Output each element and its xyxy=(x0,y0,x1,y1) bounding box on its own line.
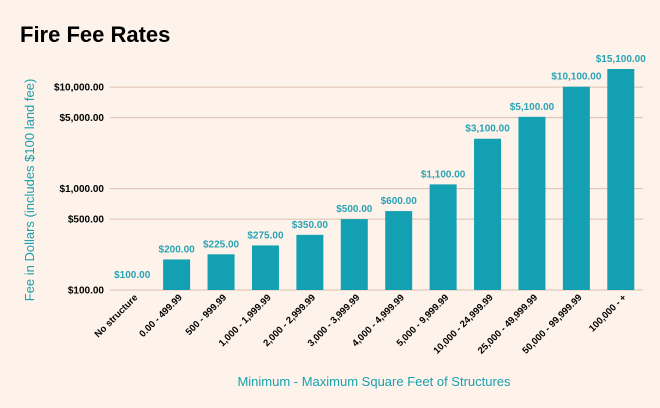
data-label-0: $100.00 xyxy=(114,270,151,281)
data-label-2: $225.00 xyxy=(203,239,240,250)
data-label-4: $350.00 xyxy=(292,220,329,231)
x-tick-label: 0.00 - 499.99 xyxy=(137,292,184,339)
y-tick-label: $5,000.00 xyxy=(60,113,105,124)
data-label-11: $15,100.00 xyxy=(596,54,646,65)
y-tick-label: $500.00 xyxy=(68,215,105,226)
data-label-9: $5,100.00 xyxy=(510,102,555,113)
chart-title: Fire Fee Rates xyxy=(20,22,170,47)
y-tick-label: $100.00 xyxy=(68,286,105,297)
bar-8 xyxy=(474,138,502,290)
bar-10 xyxy=(562,86,590,290)
bar-4 xyxy=(296,234,324,290)
grid-lines xyxy=(110,86,643,291)
x-tick-label: No structure xyxy=(93,292,141,340)
bar-6 xyxy=(385,211,413,290)
x-tick-label: 500 - 999.99 xyxy=(184,292,230,338)
y-tick-label: $1,000.00 xyxy=(60,184,105,195)
data-label-10: $10,100.00 xyxy=(551,72,601,83)
bar-3 xyxy=(251,245,279,290)
data-label-6: $600.00 xyxy=(381,196,418,207)
data-label-7: $1,100.00 xyxy=(421,169,466,180)
data-label-5: $500.00 xyxy=(336,204,373,215)
bar-1 xyxy=(163,259,191,290)
y-tick-label: $10,000.00 xyxy=(54,83,104,94)
y-axis-ticks: $100.00 $500.00 $1,000.00 $5,000.00 $10,000.… xyxy=(54,83,104,297)
bar-9 xyxy=(518,116,546,291)
x-tick-label: 100,000 - + xyxy=(587,292,629,334)
y-axis-title: Fee in Dollars (includes $100 land fee) xyxy=(22,79,37,302)
data-label-3: $275.00 xyxy=(247,230,284,241)
data-label-8: $3,100.00 xyxy=(465,124,510,135)
bar-5 xyxy=(340,219,368,290)
data-label-1: $200.00 xyxy=(159,244,196,255)
data-labels: $100.00 $200.00 $225.00 $275.00 $350.00 $500.… xyxy=(114,54,646,281)
x-axis-title: Minimum - Maximum Square Feet of Structu… xyxy=(237,374,511,389)
bar-2 xyxy=(207,254,235,290)
bar-11 xyxy=(607,69,635,290)
bars xyxy=(163,69,635,291)
bar-7 xyxy=(429,184,457,290)
